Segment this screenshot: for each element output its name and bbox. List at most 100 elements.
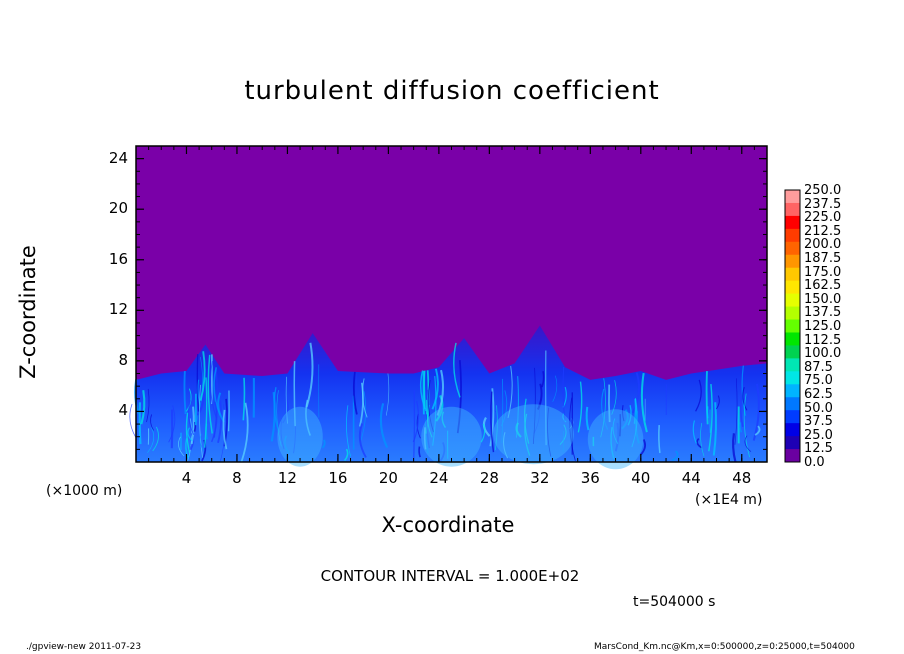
colorbar-label: 0.0	[804, 455, 825, 470]
eddy-streak	[240, 402, 249, 463]
eddy-streak	[503, 432, 509, 459]
bright-zone	[587, 409, 644, 470]
colorbar-frame	[784, 189, 801, 463]
eddy-streak	[203, 377, 208, 448]
eddy-streak	[150, 414, 154, 431]
chart-title: turbulent diffusion coefficient	[244, 76, 660, 106]
eddy-streak	[627, 404, 632, 426]
eddy-streak	[147, 427, 155, 453]
footer-left: ./gpview-new 2011-07-23	[26, 642, 142, 652]
bright-zone	[277, 406, 323, 467]
eddy-streak	[432, 376, 437, 446]
colorbar-swatch	[785, 319, 800, 333]
eddy-streak	[715, 395, 720, 410]
eddy-streak	[741, 365, 747, 416]
x-tick-label: 20	[378, 469, 398, 487]
eddy-streak	[621, 409, 629, 430]
colorbar-label: 25.0	[804, 427, 833, 443]
eddy-streak	[562, 413, 567, 423]
eddy-streak	[185, 388, 192, 412]
x-tick-label: 28	[479, 469, 499, 487]
eddy-streak	[453, 342, 461, 398]
eddy-streak	[385, 373, 390, 416]
colorbar-label: 37.5	[804, 414, 833, 430]
eddy-streak	[419, 370, 427, 412]
eddy-streak	[305, 342, 314, 408]
eddy-streak	[608, 384, 611, 423]
eddy-streak	[671, 450, 679, 462]
colorbar-label: 12.5	[804, 441, 833, 457]
eddy-streak	[362, 378, 368, 418]
colorbar-label: 125.0	[804, 319, 842, 334]
eddy-streak	[708, 383, 713, 452]
colorbar-swatch	[785, 306, 800, 321]
eddy-streak	[207, 354, 213, 434]
eddy-streak	[480, 423, 486, 443]
eddy-streak	[129, 403, 137, 439]
x-tick-label: 36	[580, 469, 600, 487]
eddy-streak	[494, 405, 498, 451]
eddy-streak	[418, 446, 421, 458]
colorbar-label: 50.0	[804, 400, 833, 416]
eddy-streak	[188, 400, 195, 436]
turbulent-layer	[136, 325, 767, 462]
eddy-streak	[640, 372, 648, 433]
eddy-streak	[321, 439, 326, 449]
eddy-streak	[610, 427, 615, 459]
x-tick-label: 24	[429, 469, 449, 487]
eddy-streak	[431, 368, 439, 410]
eddy-streak	[436, 369, 445, 416]
colorbar-swatch	[785, 293, 800, 308]
y-axis-unit: (×1000 m)	[46, 483, 123, 499]
bright-zone	[493, 404, 574, 465]
eddy-streak	[187, 427, 193, 442]
eddy-streak	[631, 372, 640, 414]
eddy-streak	[743, 393, 751, 458]
eddy-streak	[441, 411, 447, 428]
eddy-streak	[490, 391, 495, 453]
eddy-streak	[282, 396, 289, 424]
eddy-streak	[631, 397, 638, 448]
eddy-streak	[199, 433, 205, 452]
eddy-streak	[199, 351, 206, 402]
eddy-streak	[152, 426, 159, 452]
colorbar-swatch	[785, 436, 800, 450]
colorbar-label: 200.0	[804, 237, 842, 253]
eddy-streak	[524, 413, 531, 456]
eddy-streak	[614, 422, 620, 452]
eddy-streak	[537, 383, 543, 410]
eddy-streak	[515, 422, 522, 438]
colorbar-label: 100.0	[804, 346, 842, 362]
eddy-streak	[744, 435, 752, 452]
eddy-streak	[183, 371, 187, 415]
eddy-streak	[379, 403, 389, 449]
x-tick-label: 12	[277, 469, 297, 487]
eddy-streak	[210, 401, 218, 443]
colorbar-swatch	[785, 332, 800, 346]
eddy-streak	[185, 412, 191, 453]
eddy-streak	[439, 442, 446, 462]
eddy-streak	[541, 371, 545, 388]
eddy-streak	[619, 414, 622, 437]
x-tick-label: 32	[530, 469, 550, 487]
colorbar-label: 250.0	[804, 183, 842, 198]
eddy-streak	[285, 376, 288, 424]
y-tick-label: 8	[118, 350, 128, 369]
colorbar-swatch	[785, 384, 800, 398]
x-tick-label: 8	[232, 469, 242, 487]
eddy-streak	[222, 409, 228, 450]
eddy-streak	[352, 371, 358, 415]
eddy-streak	[358, 423, 367, 458]
y-tick-label: 20	[108, 199, 128, 218]
eddy-streak	[577, 381, 583, 433]
eddy-streak	[712, 402, 718, 456]
eddy-streak	[640, 439, 647, 456]
eddy-streak	[634, 411, 640, 444]
eddy-streak	[562, 366, 566, 421]
eddy-streak	[533, 399, 540, 434]
colorbar-label: 175.0	[804, 264, 842, 280]
eddy-streak	[217, 400, 223, 444]
colorbar-label: 112.5	[804, 332, 842, 348]
eddy-streak	[612, 418, 619, 445]
